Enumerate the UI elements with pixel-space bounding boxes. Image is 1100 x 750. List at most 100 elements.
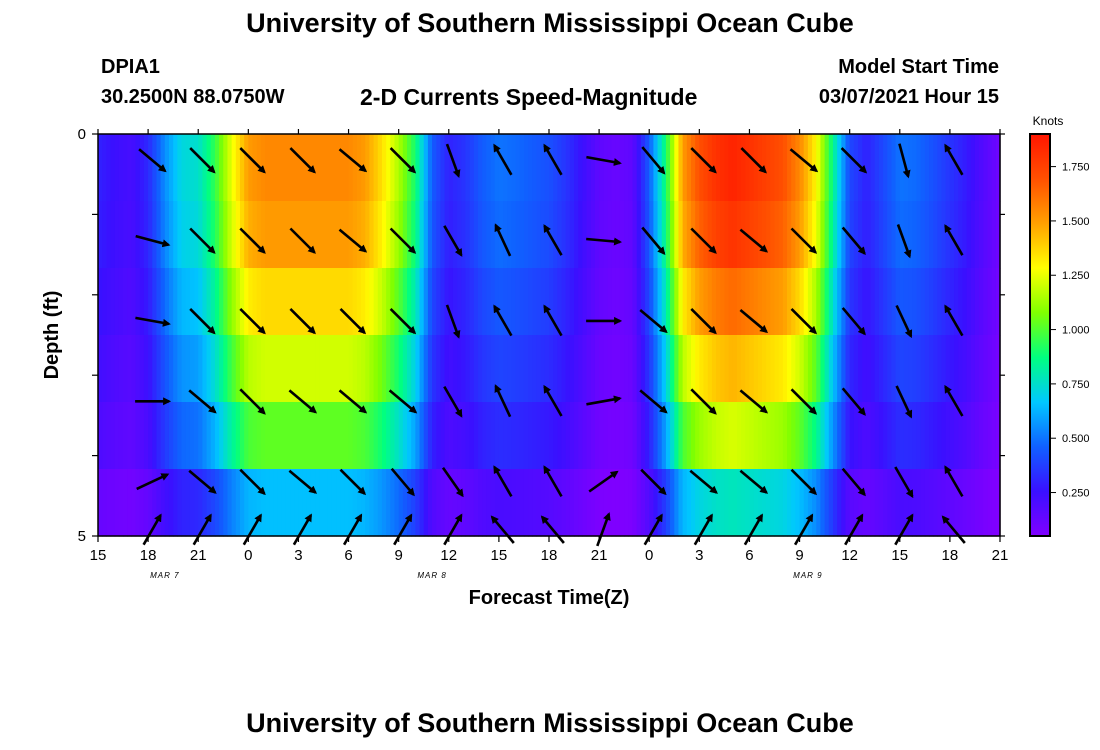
heatmap-cell: [657, 268, 663, 336]
heatmap-cell: [344, 134, 350, 202]
heatmap-cell: [365, 335, 371, 403]
heatmap-cell: [503, 134, 508, 202]
heatmap-cell: [265, 201, 270, 269]
heatmap-cell: [615, 268, 621, 336]
heatmap-cell: [398, 268, 404, 336]
heatmap-cell: [945, 268, 951, 336]
heatmap-cell: [168, 268, 174, 336]
heatmap-cell: [452, 402, 458, 470]
heatmap-cell: [419, 469, 425, 537]
heatmap-cell: [716, 201, 721, 269]
heatmap-cell: [782, 201, 788, 269]
heatmap-cell: [365, 134, 371, 202]
heatmap-cell: [624, 268, 629, 336]
heatmap-cell: [227, 402, 233, 470]
heatmap-cell: [223, 201, 229, 269]
heatmap-cell: [457, 402, 462, 470]
heatmap-cell: [816, 402, 822, 470]
heatmap-cell: [231, 402, 237, 470]
heatmap-cell: [482, 335, 487, 403]
heatmap-cell: [753, 134, 759, 202]
heatmap-cell: [494, 201, 500, 269]
heatmap-cell: [987, 134, 993, 202]
heatmap-cell: [340, 134, 345, 202]
heatmap-cell: [544, 469, 550, 537]
heatmap-cell: [315, 335, 320, 403]
heatmap-cell: [924, 268, 930, 336]
heatmap-cell: [223, 402, 229, 470]
heatmap-cell: [444, 134, 450, 202]
heatmap-cell: [778, 268, 784, 336]
heatmap-cell: [423, 402, 429, 470]
heatmap-cell: [565, 469, 571, 537]
current-vector: [239, 468, 266, 496]
current-vector: [941, 515, 966, 544]
heatmap-cell: [774, 134, 780, 202]
current-vector: [389, 307, 417, 335]
heatmap-cell: [678, 201, 684, 269]
heatmap-cell: [770, 469, 776, 537]
heatmap-cell: [398, 201, 404, 269]
heatmap-cell: [682, 469, 688, 537]
current-vector: [135, 234, 171, 248]
heatmap-cell: [724, 201, 730, 269]
heatmap-cell: [958, 469, 964, 537]
heatmap-cell: [883, 134, 888, 202]
heatmap-cell: [331, 201, 337, 269]
heatmap-cell: [787, 335, 792, 403]
heatmap-cell: [528, 268, 533, 336]
heatmap-cell: [695, 402, 700, 470]
heatmap-cell: [235, 402, 241, 470]
heatmap-cell: [336, 134, 341, 202]
heatmap-cell: [206, 268, 212, 336]
heatmap-cell: [181, 268, 187, 336]
station-id: DPIA1: [101, 56, 160, 78]
heatmap-cell: [837, 335, 842, 403]
heatmap-cell: [227, 335, 233, 403]
heatmap-cell: [862, 201, 867, 269]
heatmap-cell: [273, 201, 279, 269]
heatmap-cell: [753, 268, 759, 336]
heatmap-cell: [469, 402, 475, 470]
heatmap-cell: [139, 134, 145, 202]
heatmap-cell: [219, 268, 224, 336]
heatmap-cell: [373, 201, 379, 269]
heatmap-cell: [574, 402, 579, 470]
heatmap-cell: [657, 402, 663, 470]
heatmap-cell: [832, 201, 838, 269]
heatmap-cell: [607, 335, 613, 403]
colorbar-tick-label: 1.250: [1062, 270, 1090, 282]
heatmap-cell: [640, 134, 646, 202]
heatmap-cell: [440, 201, 446, 269]
heatmap-cell: [519, 402, 525, 470]
heatmap-cell: [565, 134, 571, 202]
heatmap-cell: [478, 134, 483, 202]
heatmap-cell: [515, 469, 521, 537]
current-vector: [793, 513, 814, 546]
heatmap-cell: [954, 335, 959, 403]
heatmap-cell: [528, 134, 533, 202]
heatmap-cell: [528, 201, 533, 269]
heatmap-cell: [160, 335, 166, 403]
heatmap-cell: [532, 335, 538, 403]
current-vector: [740, 147, 767, 174]
heatmap-cell: [427, 134, 433, 202]
heatmap-cell: [586, 201, 592, 269]
heatmap-cell: [870, 268, 876, 336]
heatmap-cell: [436, 268, 442, 336]
current-vector: [844, 513, 864, 546]
heatmap-cell: [720, 268, 725, 336]
heatmap-cell: [202, 469, 208, 537]
heatmap-cell: [557, 402, 563, 470]
heatmap-cell: [465, 469, 471, 537]
heatmap-cell: [945, 134, 951, 202]
heatmap-cell: [858, 268, 863, 336]
heatmap-cell: [194, 335, 199, 403]
heatmap-cell: [845, 134, 851, 202]
heatmap-cell: [866, 134, 872, 202]
current-vector: [690, 307, 717, 335]
current-vector: [338, 148, 368, 173]
heatmap-cell: [615, 201, 621, 269]
heatmap-cell: [256, 268, 262, 336]
heatmap-cell: [991, 201, 997, 269]
